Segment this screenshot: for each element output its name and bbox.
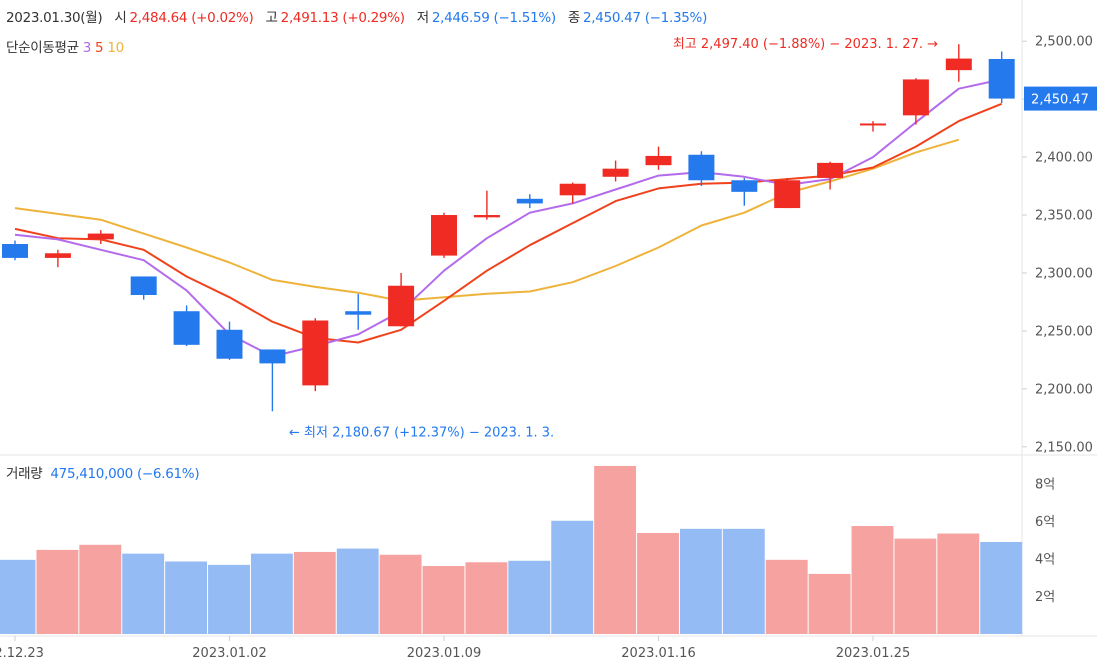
candle-body [130, 276, 157, 295]
volume-bar [293, 551, 336, 634]
volume-tick-label: 8억 [1035, 477, 1055, 492]
ohlc-header: 2023.01.30(월) 시 2,484.64 (+0.02%) 고 2,491.… [6, 6, 707, 26]
volume-bar [422, 566, 465, 634]
volume-bar [808, 573, 851, 634]
volume-bar [0, 559, 36, 634]
volume-bar [336, 548, 379, 634]
volume-bar [465, 562, 508, 634]
volume-tick-label: 2억 [1035, 590, 1055, 605]
candle-body [902, 79, 929, 116]
candle-body [559, 183, 586, 196]
x-tick-label: 22.12.23 [0, 646, 44, 661]
candle-body [173, 311, 200, 345]
ma10-legend: 10 [107, 40, 124, 56]
candle-body [431, 215, 457, 256]
volume-bar [165, 561, 208, 634]
x-tick-label: 2023.01.09 [407, 646, 481, 661]
high-annotation: 최고 2,497.40 (−1.88%) − 2023. 1. 27. → [673, 37, 938, 52]
volume-bar [980, 541, 1023, 634]
candle-body [602, 168, 629, 177]
volume-bar [722, 528, 765, 634]
x-tick-label: 2023.01.02 [192, 646, 266, 661]
ma5-legend: 5 [95, 40, 104, 56]
y-tick-label: 2,400.00 [1035, 151, 1093, 166]
x-tick-label: 2023.01.25 [836, 646, 910, 661]
y-tick-label: 2,200.00 [1035, 382, 1093, 397]
volume-bar [765, 559, 808, 634]
candle-body [345, 311, 372, 315]
volume-value: 475,410,000 (−6.61%) [50, 466, 200, 482]
y-tick-label: 2,300.00 [1035, 266, 1093, 281]
candle-body [731, 180, 758, 192]
candle-body [216, 329, 243, 359]
candle-body [259, 349, 286, 364]
candle-body [87, 233, 114, 240]
candle-body [988, 58, 1015, 99]
header-date: 2023.01.30(월) [6, 10, 103, 26]
low-annotation: ← 최저 2,180.67 (+12.37%) − 2023. 1. 3. [289, 425, 554, 440]
volume-bar [508, 560, 551, 634]
volume-legend: 거래량 475,410,000 (−6.61%) [6, 462, 200, 482]
volume-bar [551, 520, 594, 634]
volume-tick-label: 4억 [1035, 552, 1055, 567]
volume-label: 거래량 [6, 466, 43, 482]
volume-bar [36, 549, 79, 634]
volume-bar [79, 544, 122, 634]
close-label: 종 [567, 10, 580, 26]
volume-bar [594, 465, 637, 634]
candle-body [473, 215, 500, 218]
candle-body [302, 320, 329, 386]
low-value: 2,446.59 (−1.51%) [431, 10, 556, 26]
volume-bar [379, 554, 422, 634]
volume-bar [937, 533, 980, 634]
y-tick-label: 2,500.00 [1035, 35, 1093, 50]
candle-body [945, 58, 972, 71]
current-price-tag [1024, 86, 1097, 111]
ma3-legend: 3 [82, 40, 92, 56]
candle-body [388, 285, 415, 327]
candle-body [860, 123, 886, 126]
high-value: 2,491.13 (+0.29%) [280, 10, 405, 26]
volume-bar [851, 526, 894, 634]
candle-body [516, 198, 543, 204]
candle-body [645, 155, 672, 166]
candle-body [2, 244, 28, 258]
volume-tick-label: 6억 [1035, 515, 1055, 530]
y-tick-label: 2,350.00 [1035, 209, 1093, 224]
candle-body [44, 253, 71, 258]
volume-bar [122, 553, 165, 634]
y-tick-label: 2,150.00 [1035, 440, 1093, 455]
ma5-line [14, 102, 1003, 344]
ma-legend-label: 단순이동평균 [6, 40, 79, 56]
x-tick-label: 2023.01.16 [621, 646, 695, 661]
candle-body [774, 180, 801, 209]
open-value: 2,484.64 (+0.02%) [129, 10, 254, 26]
volume-bar [637, 532, 679, 634]
volume-bar [679, 528, 722, 634]
candle-body [688, 154, 715, 181]
candle-body [817, 162, 844, 178]
current-price-label: 2,450.47 [1031, 93, 1089, 108]
open-label: 시 [114, 10, 127, 26]
close-value: 2,450.47 (−1.35%) [583, 10, 708, 26]
high-label: 고 [265, 10, 278, 26]
ma-legend: 단순이동평균 3 5 10 [6, 36, 124, 56]
ma3-line [14, 78, 1002, 358]
volume-bar [894, 538, 937, 634]
volume-bar [208, 564, 250, 634]
volume-bar [250, 553, 293, 634]
ma10-line [14, 138, 960, 302]
low-label: 저 [416, 10, 429, 26]
y-tick-label: 2,250.00 [1035, 324, 1093, 339]
